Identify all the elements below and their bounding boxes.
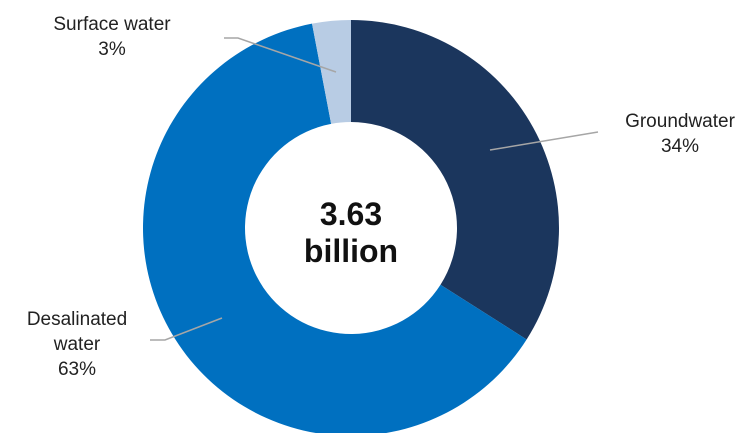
- center-label: 3.63 billion: [304, 196, 398, 269]
- slice-label-groundwater-line-2: 34%: [661, 136, 699, 157]
- slices-group: [143, 20, 559, 433]
- leader-line-groundwater: [489, 131, 599, 151]
- center-label-line-1: 3.63: [320, 196, 382, 232]
- slice-groundwater: [351, 20, 559, 340]
- slice-labels-group: Groundwater 34% Desalinated water 63% Surface…: [27, 14, 736, 380]
- slice-surface-water: [312, 20, 351, 124]
- slice-label-groundwater: Groundwater 34%: [625, 111, 736, 157]
- leader-line-surface-water: [224, 37, 337, 73]
- leader-lines-group: [150, 37, 599, 341]
- slice-label-surface-water: Surface water 3%: [53, 14, 171, 60]
- center-label-line-2: billion: [304, 233, 398, 269]
- slice-desalinated-water: [143, 23, 527, 433]
- slice-label-desalinated-water-line-3: 63%: [58, 359, 96, 380]
- slice-label-desalinated-water-line-2: water: [53, 334, 101, 355]
- slice-label-surface-water-line-1: Surface water: [53, 14, 171, 35]
- slice-label-surface-water-line-2: 3%: [98, 39, 126, 60]
- leader-line-desalinated-water: [150, 317, 223, 341]
- slice-label-desalinated-water-line-1: Desalinated: [27, 309, 127, 330]
- slice-label-desalinated-water: Desalinated water 63%: [27, 309, 127, 380]
- slice-label-groundwater-line-1: Groundwater: [625, 111, 736, 132]
